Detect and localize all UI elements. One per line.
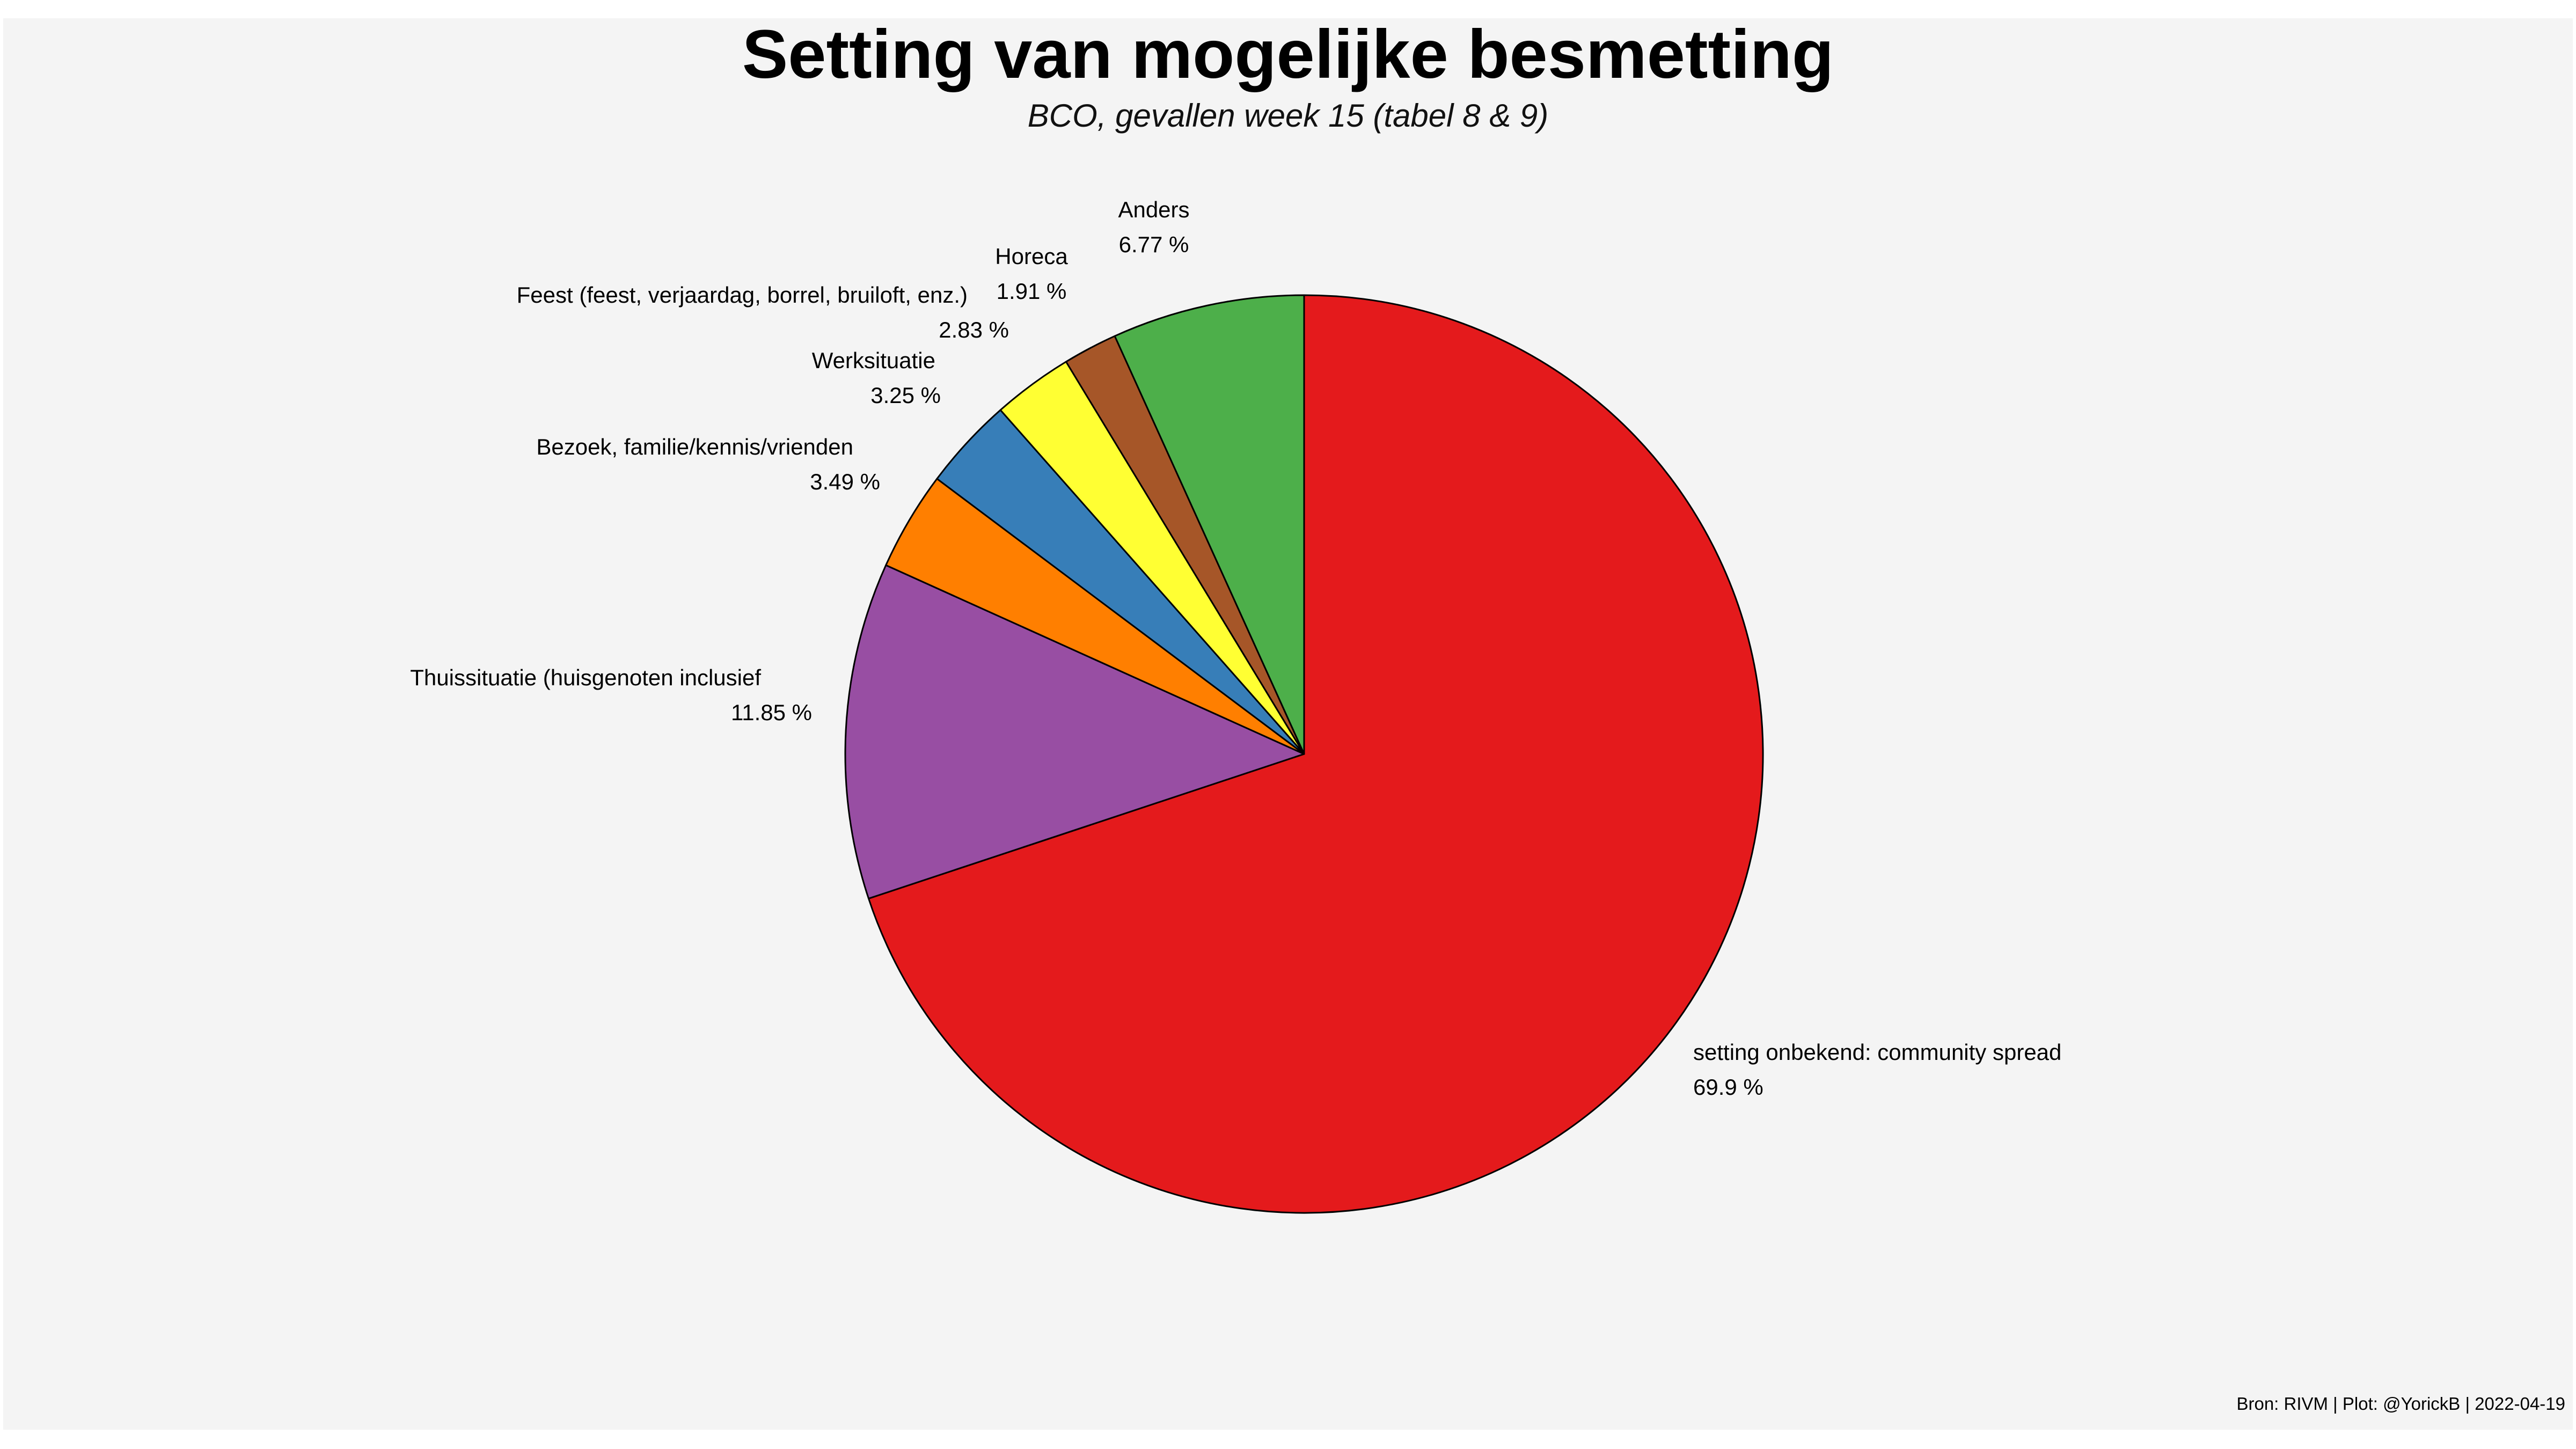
slice-label-anders: Anders — [1118, 197, 1189, 222]
chart-title: Setting van mogelijke besmetting — [742, 16, 1834, 93]
chart-subtitle: BCO, gevallen week 15 (tabel 8 & 9) — [1027, 98, 1549, 134]
slice-value-feest-feest-verjaardag-borrel-bruiloft-enz: 2.83 % — [939, 317, 1009, 342]
slice-value-anders: 6.77 % — [1119, 232, 1189, 257]
slice-label-werksituatie: Werksituatie — [812, 348, 935, 373]
slice-label-feest-feest-verjaardag-borrel-bruiloft-enz: Feest (feest, verjaardag, borrel, bruilo… — [517, 282, 968, 308]
slice-label-setting-onbekend-community-spread: setting onbekend: community spread — [1693, 1040, 2061, 1065]
pie-slice-setting-onbekend-community-spread — [868, 294, 1764, 1214]
pie-slice-thuissituatie-huisgenoten-inclusief — [844, 564, 1305, 899]
slice-value-bezoek-familie-kennis-vrienden: 3.49 % — [810, 469, 880, 494]
slice-value-thuissituatie-huisgenoten-inclusief: 11.85 % — [731, 700, 812, 725]
slice-value-setting-onbekend-community-spread: 69.9 % — [1693, 1074, 1763, 1100]
source-caption: Bron: RIVM | Plot: @YorickB | 2022-04-19 — [2236, 1394, 2565, 1414]
slice-value-horeca: 1.91 % — [997, 279, 1067, 304]
pie-slice-anders — [1114, 294, 1305, 755]
slice-value-werksituatie: 3.25 % — [870, 383, 941, 408]
slice-label-thuissituatie-huisgenoten-inclusief: Thuissituatie (huisgenoten inclusief — [410, 665, 761, 690]
pie-labels: setting onbekend: community spread 69.9 %… — [410, 197, 2061, 1100]
slice-label-horeca: Horeca — [995, 244, 1068, 269]
slice-label-bezoek-familie-kennis-vrienden: Bezoek, familie/kennis/vrienden — [536, 434, 853, 459]
pie-slices — [844, 294, 1764, 1214]
